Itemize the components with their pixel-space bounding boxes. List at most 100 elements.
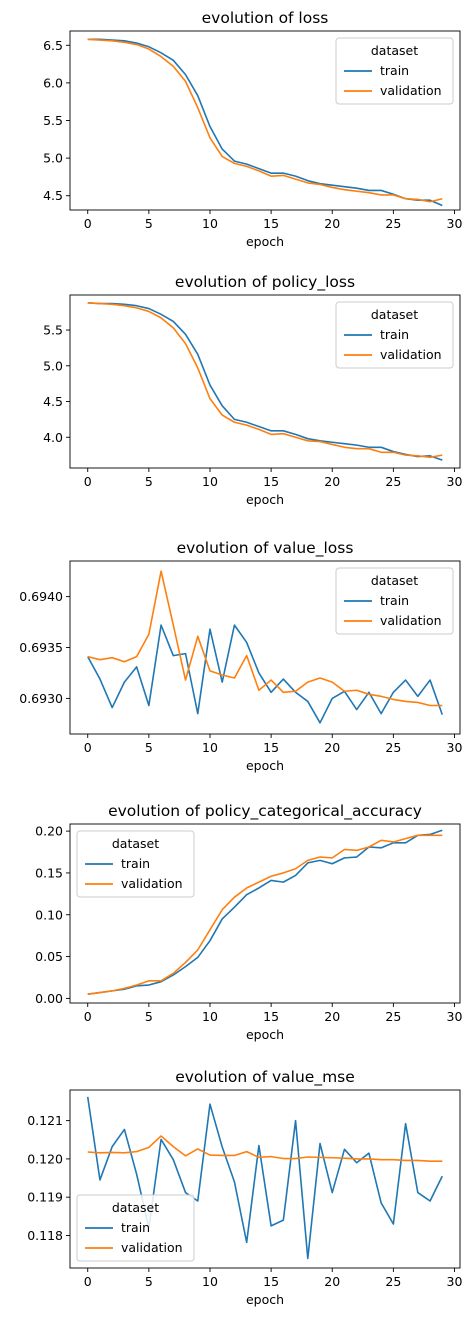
legend-label-validation: validation	[121, 876, 183, 891]
x-axis-label: epoch	[246, 758, 284, 773]
y-tick-label: 0.15	[35, 865, 63, 880]
series-line-validation	[87, 834, 443, 996]
chart-panel: evolution of policy_categorical_accuracy…	[35, 802, 462, 1042]
x-tick-label: 30	[447, 1009, 463, 1024]
legend: dataset train validation	[335, 301, 454, 369]
x-tick-label: 15	[263, 740, 279, 755]
series-line-validation	[87, 38, 443, 203]
x-tick-label: 0	[84, 1009, 92, 1024]
y-tick-label: 4.5	[43, 394, 63, 409]
legend-label-validation: validation	[380, 347, 442, 362]
series-line-train	[87, 829, 443, 996]
x-tick-label: 25	[385, 216, 401, 231]
chart-panel: evolution of loss 0 5 10 15 20 25 30 4.5 5.0 5.5 6.…	[43, 9, 462, 249]
legend-box	[76, 1194, 195, 1262]
chart-title: evolution of policy_loss	[175, 273, 355, 292]
x-axis-label: epoch	[246, 234, 284, 249]
legend-title: dataset	[112, 836, 159, 851]
x-tick-label: 20	[324, 474, 340, 489]
x-tick-label: 15	[263, 1274, 279, 1289]
y-tick-label: 0.118	[27, 1228, 63, 1243]
series-line-validation	[87, 570, 443, 707]
legend-label-validation: validation	[380, 613, 442, 628]
x-tick-label: 0	[84, 740, 92, 755]
x-tick-label: 5	[145, 1009, 153, 1024]
x-tick-label: 10	[202, 474, 218, 489]
legend-label-train: train	[380, 593, 409, 608]
x-axis-label: epoch	[246, 1292, 284, 1307]
chart-title: evolution of loss	[202, 9, 329, 27]
x-axis-label: epoch	[246, 492, 284, 507]
legend-label-train: train	[121, 1220, 150, 1235]
x-tick-label: 25	[385, 474, 401, 489]
y-tick-label: 5.5	[43, 323, 63, 338]
legend-box	[335, 301, 454, 369]
legend: dataset train validation	[335, 37, 454, 105]
x-tick-label: 5	[145, 1274, 153, 1289]
legend-title: dataset	[112, 1200, 159, 1215]
legend-title: dataset	[371, 43, 418, 58]
x-tick-label: 0	[84, 474, 92, 489]
chart-title: evolution of value_loss	[177, 539, 354, 558]
x-tick-label: 20	[324, 216, 340, 231]
series-line-train	[87, 302, 443, 461]
y-tick-label: 0.20	[35, 824, 63, 839]
y-tick-label: 0.00	[35, 991, 63, 1006]
x-tick-label: 5	[145, 216, 153, 231]
series-line-train	[87, 38, 443, 207]
x-tick-label: 5	[145, 740, 153, 755]
x-tick-label: 10	[202, 216, 218, 231]
legend: dataset train validation	[76, 830, 195, 898]
x-tick-label: 25	[385, 1009, 401, 1024]
x-tick-label: 30	[447, 740, 463, 755]
x-tick-label: 0	[84, 1274, 92, 1289]
x-tick-label: 25	[385, 740, 401, 755]
legend: dataset train validation	[335, 567, 454, 635]
x-tick-label: 25	[385, 1274, 401, 1289]
legend-box	[335, 567, 454, 635]
legend-box	[76, 830, 195, 898]
series-line-validation	[87, 302, 443, 459]
x-tick-label: 5	[145, 474, 153, 489]
x-tick-label: 0	[84, 216, 92, 231]
x-tick-label: 30	[447, 474, 463, 489]
chart-panel: evolution of policy_loss 0 5 10 15 20 25 30 4.0 4…	[43, 273, 462, 507]
y-tick-label: 5.5	[43, 113, 63, 128]
y-tick-label: 4.5	[43, 188, 63, 203]
x-tick-label: 15	[263, 1009, 279, 1024]
x-tick-label: 20	[324, 1009, 340, 1024]
legend-title: dataset	[371, 573, 418, 588]
y-tick-label: 0.6935	[19, 640, 63, 655]
y-tick-label: 0.119	[27, 1190, 63, 1205]
plot-frame	[69, 1089, 461, 1269]
x-tick-label: 10	[202, 740, 218, 755]
x-tick-label: 10	[202, 1009, 218, 1024]
y-tick-label: 6.5	[43, 38, 63, 53]
x-tick-label: 10	[202, 1274, 218, 1289]
legend-label-train: train	[121, 856, 150, 871]
y-tick-label: 0.121	[27, 1113, 63, 1128]
x-tick-label: 15	[263, 216, 279, 231]
x-tick-label: 30	[447, 216, 463, 231]
y-tick-label: 5.0	[43, 151, 63, 166]
y-tick-label: 5.0	[43, 358, 63, 373]
plot-frame	[69, 823, 461, 1004]
plot-frame	[69, 294, 461, 469]
legend-box	[335, 37, 454, 105]
legend-label-train: train	[380, 327, 409, 342]
chart-title: evolution of value_mse	[175, 1068, 355, 1087]
y-tick-label: 0.6940	[19, 589, 63, 604]
legend-label-validation: validation	[121, 1240, 183, 1255]
series-line-validation	[87, 1135, 443, 1162]
x-tick-label: 15	[263, 474, 279, 489]
x-axis-label: epoch	[246, 1027, 284, 1042]
y-tick-label: 0.6930	[19, 691, 63, 706]
y-tick-label: 0.10	[35, 907, 63, 922]
chart-title: evolution of policy_categorical_accuracy	[108, 802, 422, 821]
x-tick-label: 20	[324, 740, 340, 755]
legend-title: dataset	[371, 307, 418, 322]
y-tick-label: 6.0	[43, 75, 63, 90]
y-tick-label: 0.120	[27, 1151, 63, 1166]
y-tick-label: 0.05	[35, 949, 63, 964]
